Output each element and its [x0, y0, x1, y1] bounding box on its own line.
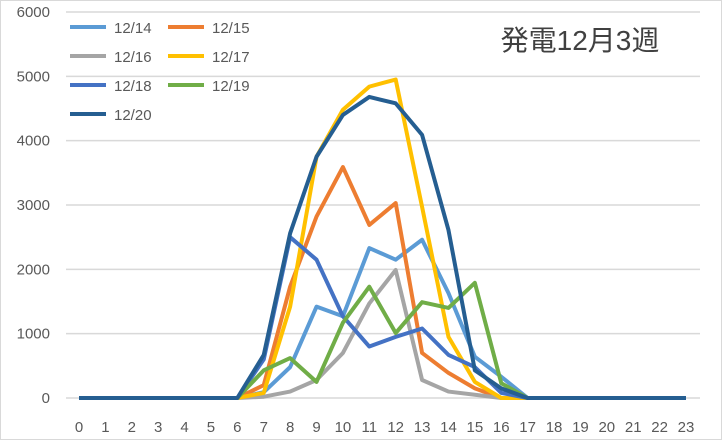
- x-tick-label: 18: [546, 419, 563, 436]
- x-tick-label: 20: [598, 419, 615, 436]
- y-tick-label: 4000: [17, 133, 50, 150]
- chart-title: 発電12月3週: [501, 25, 660, 56]
- legend-item: 12/15: [168, 20, 250, 37]
- legend-item: 12/14: [70, 20, 152, 37]
- legend-label: 12/20: [114, 107, 152, 124]
- legend-item: 12/19: [168, 78, 250, 95]
- x-tick-label: 6: [233, 419, 241, 436]
- x-tick-label: 10: [335, 419, 352, 436]
- y-tick-label: 1000: [17, 326, 50, 343]
- y-tick-label: 3000: [17, 197, 50, 214]
- x-tick-label: 23: [678, 419, 695, 436]
- x-tick-label: 9: [312, 419, 320, 436]
- x-tick-label: 8: [286, 419, 294, 436]
- legend-item: 12/16: [70, 49, 152, 66]
- x-tick-label: 22: [651, 419, 668, 436]
- x-tick-label: 2: [128, 419, 136, 436]
- series-line-12-20: [79, 94, 686, 400]
- x-tick-label: 16: [493, 419, 510, 436]
- legend-label: 12/14: [114, 20, 152, 37]
- x-tick-label: 0: [75, 419, 83, 436]
- x-tick-label: 1: [101, 419, 109, 436]
- legend-label: 12/18: [114, 78, 152, 95]
- x-tick-label: 17: [519, 419, 536, 436]
- y-tick-label: 6000: [17, 4, 50, 21]
- legend-label: 12/19: [212, 78, 250, 95]
- x-tick-label: 11: [362, 419, 378, 436]
- legend-label: 12/16: [114, 49, 152, 66]
- x-tick-label: 19: [572, 419, 589, 436]
- legend-item: 12/20: [70, 107, 152, 124]
- y-tick-label: 0: [42, 390, 50, 407]
- x-tick-label: 13: [414, 419, 431, 436]
- x-tick-label: 7: [260, 419, 268, 436]
- y-tick-label: 5000: [17, 68, 50, 85]
- x-tick-label: 14: [440, 419, 457, 436]
- legend-label: 12/15: [212, 20, 250, 37]
- legend-item: 12/17: [168, 49, 250, 66]
- x-tick-label: 5: [207, 419, 215, 436]
- y-tick-label: 2000: [17, 261, 50, 278]
- x-tick-label: 3: [154, 419, 162, 436]
- x-tick-label: 15: [467, 419, 484, 436]
- legend-item: 12/18: [70, 78, 152, 95]
- x-tick-label: 21: [625, 419, 642, 436]
- x-tick-label: 4: [180, 419, 188, 436]
- x-tick-label: 12: [387, 419, 404, 436]
- legend-label: 12/17: [212, 49, 250, 66]
